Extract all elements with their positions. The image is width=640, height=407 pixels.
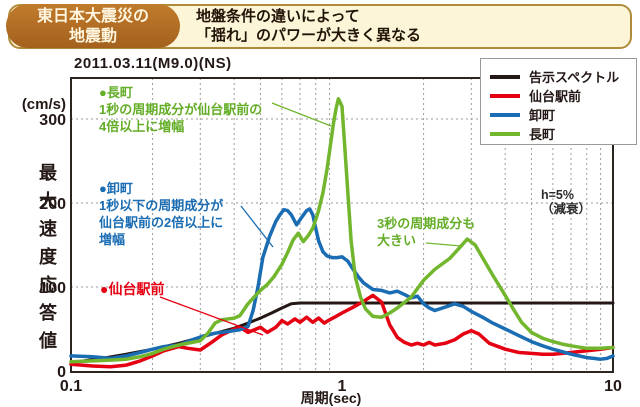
title-badge-line2: 地震動 — [68, 28, 117, 45]
chart-title: 2011.03.11(M9.0)(NS) — [74, 55, 232, 72]
x-tick-10: 10 — [604, 378, 622, 395]
legend-label-nagamachi: 長町 — [529, 127, 556, 142]
series-line-3 — [69, 97, 615, 364]
legend: 告示スペクトル 仙台駅前 卸町 長町 — [480, 58, 637, 145]
series-line-1 — [69, 293, 615, 369]
legend-label-kokuji: 告示スペクトル — [529, 70, 620, 85]
y-tick-100: 100 — [39, 280, 66, 297]
y-tick-300: 300 — [39, 112, 66, 129]
legend-item-oroshimachi: 卸町 — [481, 105, 636, 124]
header-subtitle: 地盤条件の違いによって 「揺れ」のパワーが大きく異なる — [196, 7, 421, 45]
annotation-three-sec-line2: 大きい — [377, 233, 417, 248]
annotation-three-sec-line1: 3秒の周期成分も — [377, 216, 476, 231]
legend-swatch-oroshimachi — [490, 112, 520, 117]
annotation-damping: h=5% （減衰） — [541, 188, 591, 216]
legend-label-sendai: 仙台駅前 — [529, 89, 582, 104]
annotation-nagamachi: ●長町 1秒の周期成分が仙台駅前の 4倍以上に増幅 — [99, 84, 262, 135]
annotation-damping-line2: （減衰） — [541, 202, 592, 216]
leader-three-sec — [425, 242, 462, 247]
series-line-2 — [69, 207, 615, 361]
annotation-three-sec: 3秒の周期成分も 大きい — [377, 215, 475, 249]
leader-nagamachi — [271, 102, 332, 127]
annotation-oroshimachi-line1: ●卸町 — [99, 181, 133, 196]
y-tick-0: 0 — [57, 364, 66, 381]
y-axis-title: 最大速度応答値 — [37, 163, 57, 359]
annotation-sendai-line1: ●仙台駅前 — [100, 281, 165, 297]
annotation-damping-line1: h=5% — [541, 188, 575, 202]
x-tick-0.1: 0.1 — [60, 378, 82, 395]
x-tick-1: 1 — [338, 378, 347, 395]
annotation-oroshimachi-line3: 仙台駅前の2倍以上に — [99, 215, 224, 230]
header-subtitle-line1: 地盤条件の違いによって — [196, 8, 360, 25]
annotation-nagamachi-line2: 1秒の周期成分が仙台駅前の — [99, 102, 263, 117]
title-badge: 東日本大震災の 地震動 — [6, 4, 180, 48]
annotation-oroshimachi-line2: 1秒以下の周期成分が — [99, 198, 224, 213]
annotation-oroshimachi-line4: 増幅 — [99, 232, 126, 247]
annotation-nagamachi-line1: ●長町 — [99, 85, 133, 100]
y-axis-unit: (cm/s) — [22, 96, 66, 113]
legend-swatch-sendai — [490, 93, 520, 98]
legend-swatch-kokuji — [490, 74, 520, 79]
annotation-oroshimachi: ●卸町 1秒以下の周期成分が 仙台駅前の2倍以上に 増幅 — [99, 180, 223, 248]
leader-oroshimachi — [240, 205, 274, 248]
title-badge-line1: 東日本大震災の — [36, 8, 149, 25]
legend-swatch-nagamachi — [490, 131, 520, 136]
legend-item-kokuji: 告示スペクトル — [481, 67, 636, 86]
annotation-nagamachi-line3: 4倍以上に増幅 — [99, 119, 185, 134]
plot-border — [70, 77, 614, 373]
x-axis-label: 周期(sec) — [301, 390, 362, 406]
legend-label-oroshimachi: 卸町 — [529, 108, 556, 123]
legend-item-sendai: 仙台駅前 — [481, 86, 636, 105]
y-tick-200: 200 — [39, 196, 66, 213]
annotation-sendai: ●仙台駅前 — [100, 281, 164, 298]
legend-item-nagamachi: 長町 — [481, 124, 636, 143]
leader-sendai — [159, 296, 264, 336]
header-subtitle-line2: 「揺れ」のパワーが大きく異なる — [196, 27, 422, 44]
